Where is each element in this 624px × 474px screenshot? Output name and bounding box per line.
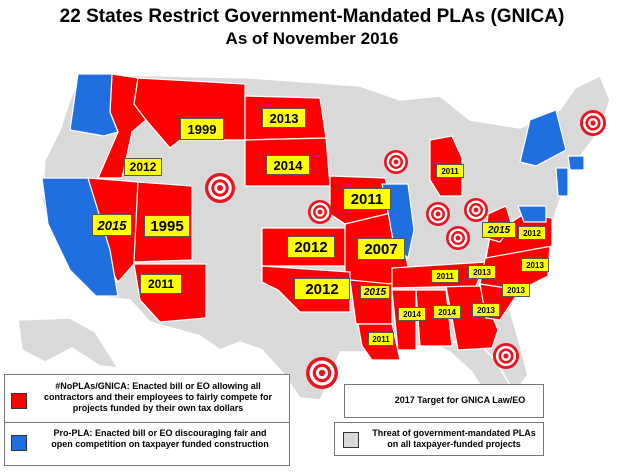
legend-threat-text: Threat of government-mandated PLAs on al…	[372, 428, 536, 449]
year-label-nv: 2015	[92, 214, 132, 236]
target-ne	[308, 200, 332, 224]
year-label-tn2: 2013	[468, 265, 496, 279]
state-ca-shape	[41, 177, 119, 297]
year-label-sd: 2014	[266, 155, 310, 175]
year-label-la: 2011	[368, 332, 394, 346]
target-tx	[306, 357, 338, 389]
year-label-ia: 2011	[343, 188, 391, 210]
state-nj-shape	[555, 167, 569, 197]
state-md-shape	[517, 205, 547, 223]
year-label-va: 2012	[518, 226, 546, 240]
target-in	[426, 202, 450, 226]
year-label-ga: 2013	[472, 303, 500, 317]
target-wy	[205, 173, 235, 203]
year-label-ok: 2012	[294, 278, 350, 300]
map-title: 22 States Restrict Government-Mandated P…	[59, 6, 565, 27]
legend-target: 2017 Target for GNICA Law/EO	[344, 384, 544, 418]
year-label-ms: 2014	[398, 307, 426, 321]
year-label-ks: 2012	[287, 236, 335, 258]
alaska-shape	[17, 317, 120, 369]
target-wi	[384, 150, 408, 174]
year-label-az: 2011	[140, 274, 182, 294]
target-fl	[493, 343, 519, 369]
year-label-wa: 2012	[124, 158, 162, 176]
target-ma	[580, 110, 606, 136]
legend-restrict-swatch	[11, 393, 27, 409]
year-label-al: 2014	[433, 305, 461, 319]
state-or-shape	[69, 73, 119, 137]
year-label-nc: 2013	[521, 258, 549, 272]
target-group	[205, 110, 606, 389]
year-label-ar: 2015	[360, 285, 390, 299]
map-subtitle: As of November 2016	[225, 29, 399, 48]
year-label-ut: 1995	[144, 215, 190, 237]
year-label-mt: 1999	[180, 118, 224, 140]
legend-pro-pla-swatch	[11, 435, 27, 451]
legend-target-text: 2017 Target for GNICA Law/EO	[394, 395, 526, 405]
legend-pro-pla: Pro-PLA: Enacted bill or EO discouraging…	[4, 422, 290, 466]
legend-restrict-text: #NoPLAs/GNICA: Enacted bill or EO allowi…	[43, 381, 273, 413]
target-oh	[464, 198, 488, 222]
legend-threat: Threat of government-mandated PLAs on al…	[334, 422, 544, 456]
state-ct-shape	[567, 155, 585, 171]
target-ky	[446, 226, 470, 250]
year-label-mi: 2011	[436, 164, 464, 178]
year-label-wv: 2015	[482, 222, 516, 238]
state-ny-shape	[519, 109, 567, 167]
year-label-mo: 2007	[357, 238, 405, 260]
legend-threat-swatch	[343, 432, 359, 448]
legend-pro-pla-text: Pro-PLA: Enacted bill or EO discouraging…	[51, 428, 269, 449]
pro-pla-states	[41, 73, 585, 399]
year-label-nd: 2013	[262, 108, 306, 128]
year-label-tn: 2011	[431, 269, 459, 283]
year-label-sc: 2013	[502, 283, 530, 297]
